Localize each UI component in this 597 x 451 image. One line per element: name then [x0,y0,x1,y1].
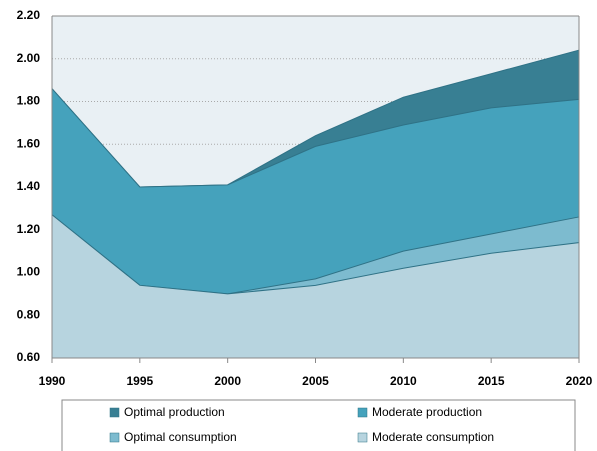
y-tick-label: 1.20 [17,222,41,236]
x-tick-label: 2000 [214,374,241,388]
y-tick-label: 2.20 [17,8,41,22]
legend-label: Moderate consumption [372,430,494,444]
y-tick-label: 1.00 [17,265,41,279]
x-tick-label: 1995 [126,374,153,388]
legend-label: Optimal production [124,405,225,419]
x-tick-label: 2005 [302,374,329,388]
y-tick-label: 1.40 [17,179,41,193]
legend-swatch [357,407,368,418]
legend-label: Optimal consumption [124,430,237,444]
legend-label: Moderate production [372,405,482,419]
y-tick-label: 0.60 [17,350,41,364]
x-tick-label: 2015 [478,374,505,388]
legend-swatch [109,432,120,443]
y-tick-label: 1.80 [17,94,41,108]
x-tick-label: 2020 [566,374,593,388]
y-tick-label: 1.60 [17,136,41,150]
x-tick-label: 1990 [39,374,66,388]
y-tick-label: 0.80 [17,307,41,321]
legend-box [61,399,576,451]
x-tick-label: 2010 [390,374,417,388]
legend-swatch [109,407,120,418]
legend-swatch [357,432,368,443]
y-tick-label: 2.00 [17,51,41,65]
